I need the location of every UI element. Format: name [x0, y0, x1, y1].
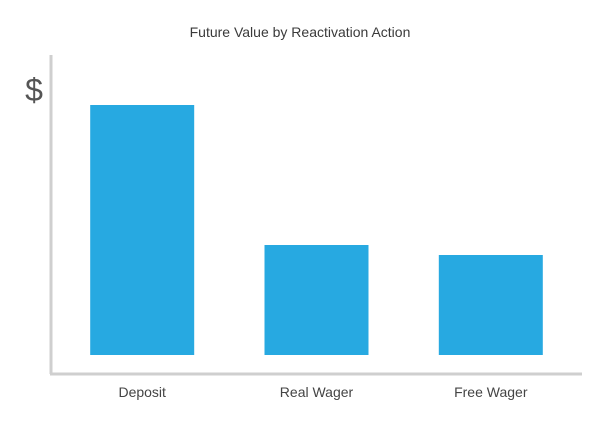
x-tick-label: Deposit — [118, 384, 166, 400]
bar-free-wager — [438, 255, 543, 355]
bars-group — [90, 105, 543, 355]
bar-deposit — [90, 105, 195, 355]
x-tick-labels: Deposit Real Wager Free Wager — [118, 384, 527, 400]
y-axis-label: $ — [25, 72, 43, 108]
chart-title: Future Value by Reactivation Action — [190, 24, 411, 40]
x-tick-label: Real Wager — [280, 384, 354, 400]
bar-real-wager — [264, 245, 369, 355]
x-tick-label: Free Wager — [454, 384, 528, 400]
